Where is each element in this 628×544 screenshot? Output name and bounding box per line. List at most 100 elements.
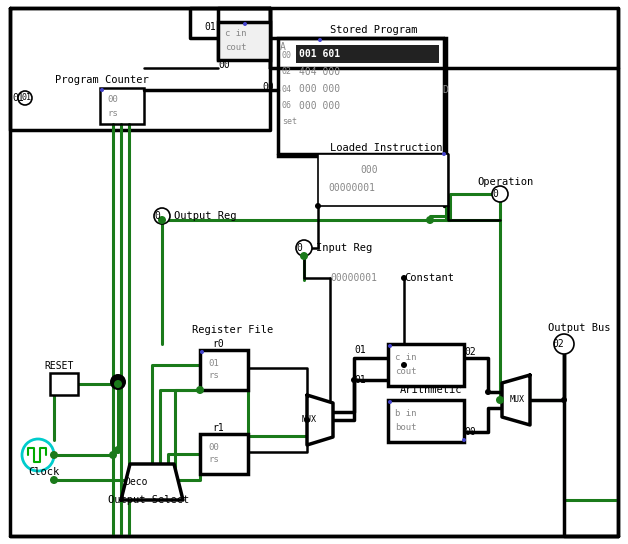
Circle shape (158, 216, 166, 224)
Circle shape (462, 438, 466, 442)
Text: Output Bus: Output Bus (548, 323, 610, 333)
Circle shape (442, 152, 446, 156)
Text: MUX: MUX (509, 395, 524, 405)
Text: cout: cout (225, 44, 247, 53)
Circle shape (109, 451, 117, 459)
Circle shape (243, 22, 247, 26)
Text: rs: rs (208, 372, 219, 380)
Circle shape (492, 186, 508, 202)
Text: 02: 02 (464, 347, 476, 357)
Circle shape (496, 396, 504, 404)
Text: 001 601: 001 601 (299, 49, 340, 59)
Text: c in: c in (395, 354, 416, 362)
Text: 00: 00 (208, 442, 219, 452)
Circle shape (485, 389, 491, 395)
Circle shape (304, 417, 310, 423)
Circle shape (351, 377, 357, 383)
Text: Loaded Instruction: Loaded Instruction (330, 143, 443, 153)
Text: 0: 0 (296, 243, 302, 253)
Text: Stored Program: Stored Program (330, 25, 418, 35)
Text: c in: c in (225, 29, 247, 39)
Circle shape (154, 208, 170, 224)
Circle shape (50, 451, 58, 459)
Circle shape (200, 350, 204, 354)
Circle shape (561, 397, 567, 403)
Text: cout: cout (395, 368, 416, 376)
Polygon shape (307, 395, 333, 445)
Text: 0: 0 (492, 189, 498, 199)
Text: Constant: Constant (404, 273, 454, 283)
Circle shape (100, 88, 104, 92)
Polygon shape (121, 464, 183, 500)
Text: b in: b in (395, 410, 416, 418)
Text: 00000001: 00000001 (330, 273, 377, 283)
Bar (200, 434, 248, 474)
Text: rs: rs (107, 109, 118, 119)
Circle shape (114, 446, 122, 454)
Text: MUX: MUX (301, 416, 317, 424)
Text: RESET: RESET (44, 361, 73, 371)
Circle shape (401, 275, 407, 281)
Text: set: set (282, 118, 297, 127)
Text: 01: 01 (208, 358, 219, 368)
Text: 404 000: 404 000 (299, 67, 340, 77)
Text: 06: 06 (282, 102, 292, 110)
Text: 00: 00 (218, 60, 230, 70)
Bar (296, 45, 439, 63)
Circle shape (315, 203, 321, 209)
Text: D: D (442, 85, 448, 95)
Circle shape (22, 439, 54, 471)
Text: r1: r1 (212, 423, 224, 433)
Bar (200, 350, 248, 390)
Bar (218, 22, 270, 60)
Text: 00: 00 (464, 427, 476, 437)
Text: 01: 01 (354, 345, 365, 355)
Text: 00: 00 (262, 82, 274, 92)
Bar (100, 88, 144, 124)
Circle shape (318, 38, 322, 42)
Text: 01: 01 (204, 22, 216, 32)
Circle shape (18, 91, 32, 105)
Circle shape (114, 380, 122, 388)
Circle shape (300, 252, 308, 260)
Text: 04: 04 (282, 84, 292, 94)
Text: rs: rs (208, 455, 219, 465)
Circle shape (388, 400, 392, 404)
Bar (388, 344, 464, 386)
Text: 000: 000 (360, 165, 377, 175)
Text: 02: 02 (282, 67, 292, 77)
Bar (318, 154, 448, 206)
Text: Register File: Register File (192, 325, 273, 335)
Text: Clock: Clock (28, 467, 59, 477)
Circle shape (50, 476, 58, 484)
Text: 01: 01 (354, 375, 365, 385)
Text: Output Select: Output Select (108, 495, 189, 505)
Polygon shape (502, 375, 530, 425)
Text: 000 000: 000 000 (299, 101, 340, 111)
Text: 02: 02 (552, 339, 564, 349)
Circle shape (554, 334, 574, 354)
Text: Input Reg: Input Reg (316, 243, 372, 253)
Text: r0: r0 (212, 339, 224, 349)
Circle shape (401, 362, 407, 368)
Text: Output Reg: Output Reg (174, 211, 237, 221)
Text: 00: 00 (282, 51, 292, 59)
Text: bout: bout (395, 423, 416, 432)
Text: Operation: Operation (477, 177, 533, 187)
Circle shape (196, 386, 204, 394)
Text: 000 000: 000 000 (299, 84, 340, 94)
Text: 00: 00 (107, 96, 118, 104)
Circle shape (426, 216, 434, 224)
Text: Arithmetic: Arithmetic (400, 385, 462, 395)
Bar (50, 373, 78, 395)
Bar (278, 38, 446, 156)
Text: Program Counter: Program Counter (55, 75, 149, 85)
Circle shape (296, 240, 312, 256)
Text: Deco: Deco (124, 477, 148, 487)
Text: 0: 0 (154, 211, 160, 221)
Text: 01: 01 (12, 93, 24, 103)
Circle shape (110, 374, 126, 390)
Circle shape (388, 344, 392, 348)
Text: 00000001: 00000001 (328, 183, 375, 193)
Bar (388, 400, 464, 442)
